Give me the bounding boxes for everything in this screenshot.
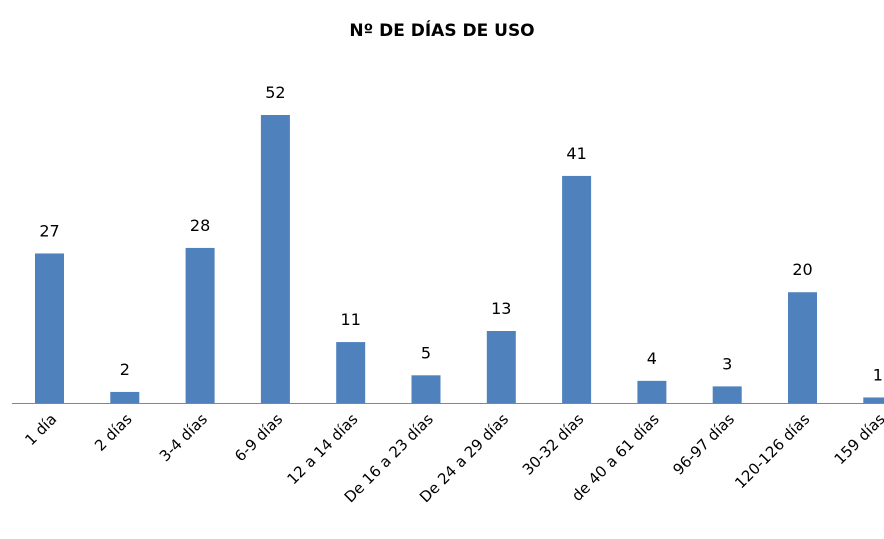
x-tick-label: 30-32 días bbox=[519, 410, 588, 479]
bar bbox=[788, 292, 817, 403]
data-label: 28 bbox=[190, 216, 210, 235]
bar bbox=[110, 391, 140, 403]
data-label: 2 bbox=[120, 360, 130, 379]
data-label: 27 bbox=[39, 221, 59, 240]
bar bbox=[336, 342, 366, 403]
data-label: 1 bbox=[873, 365, 883, 384]
bar bbox=[35, 253, 64, 403]
bar bbox=[863, 397, 884, 403]
bar bbox=[185, 247, 215, 403]
x-tick-label: 12 a 14 días bbox=[283, 410, 361, 488]
bar bbox=[637, 380, 667, 403]
data-label: 20 bbox=[792, 260, 812, 279]
bar bbox=[712, 386, 742, 403]
x-tick-label: 159 días bbox=[831, 410, 884, 468]
data-label: 3 bbox=[722, 354, 732, 373]
x-tick-label: 1 día bbox=[21, 410, 60, 449]
data-label: 11 bbox=[341, 310, 361, 329]
x-tick-label: 3-4 días bbox=[156, 410, 211, 465]
data-label: 13 bbox=[491, 299, 511, 318]
data-label: 52 bbox=[265, 83, 285, 102]
x-tick-label: 96-97 días bbox=[669, 410, 738, 479]
data-label: 4 bbox=[647, 349, 657, 368]
bar bbox=[562, 175, 592, 403]
bar bbox=[486, 331, 516, 403]
data-label: 5 bbox=[421, 343, 431, 362]
data-label: 41 bbox=[566, 144, 586, 163]
bar bbox=[411, 375, 441, 403]
x-tick-label: 2 días bbox=[91, 410, 136, 455]
bar bbox=[260, 115, 290, 403]
x-tick-label: 6-9 días bbox=[231, 410, 286, 465]
x-tick-label: 120-126 días bbox=[731, 410, 813, 492]
chart-title: Nº DE DÍAS DE USO bbox=[349, 19, 534, 41]
